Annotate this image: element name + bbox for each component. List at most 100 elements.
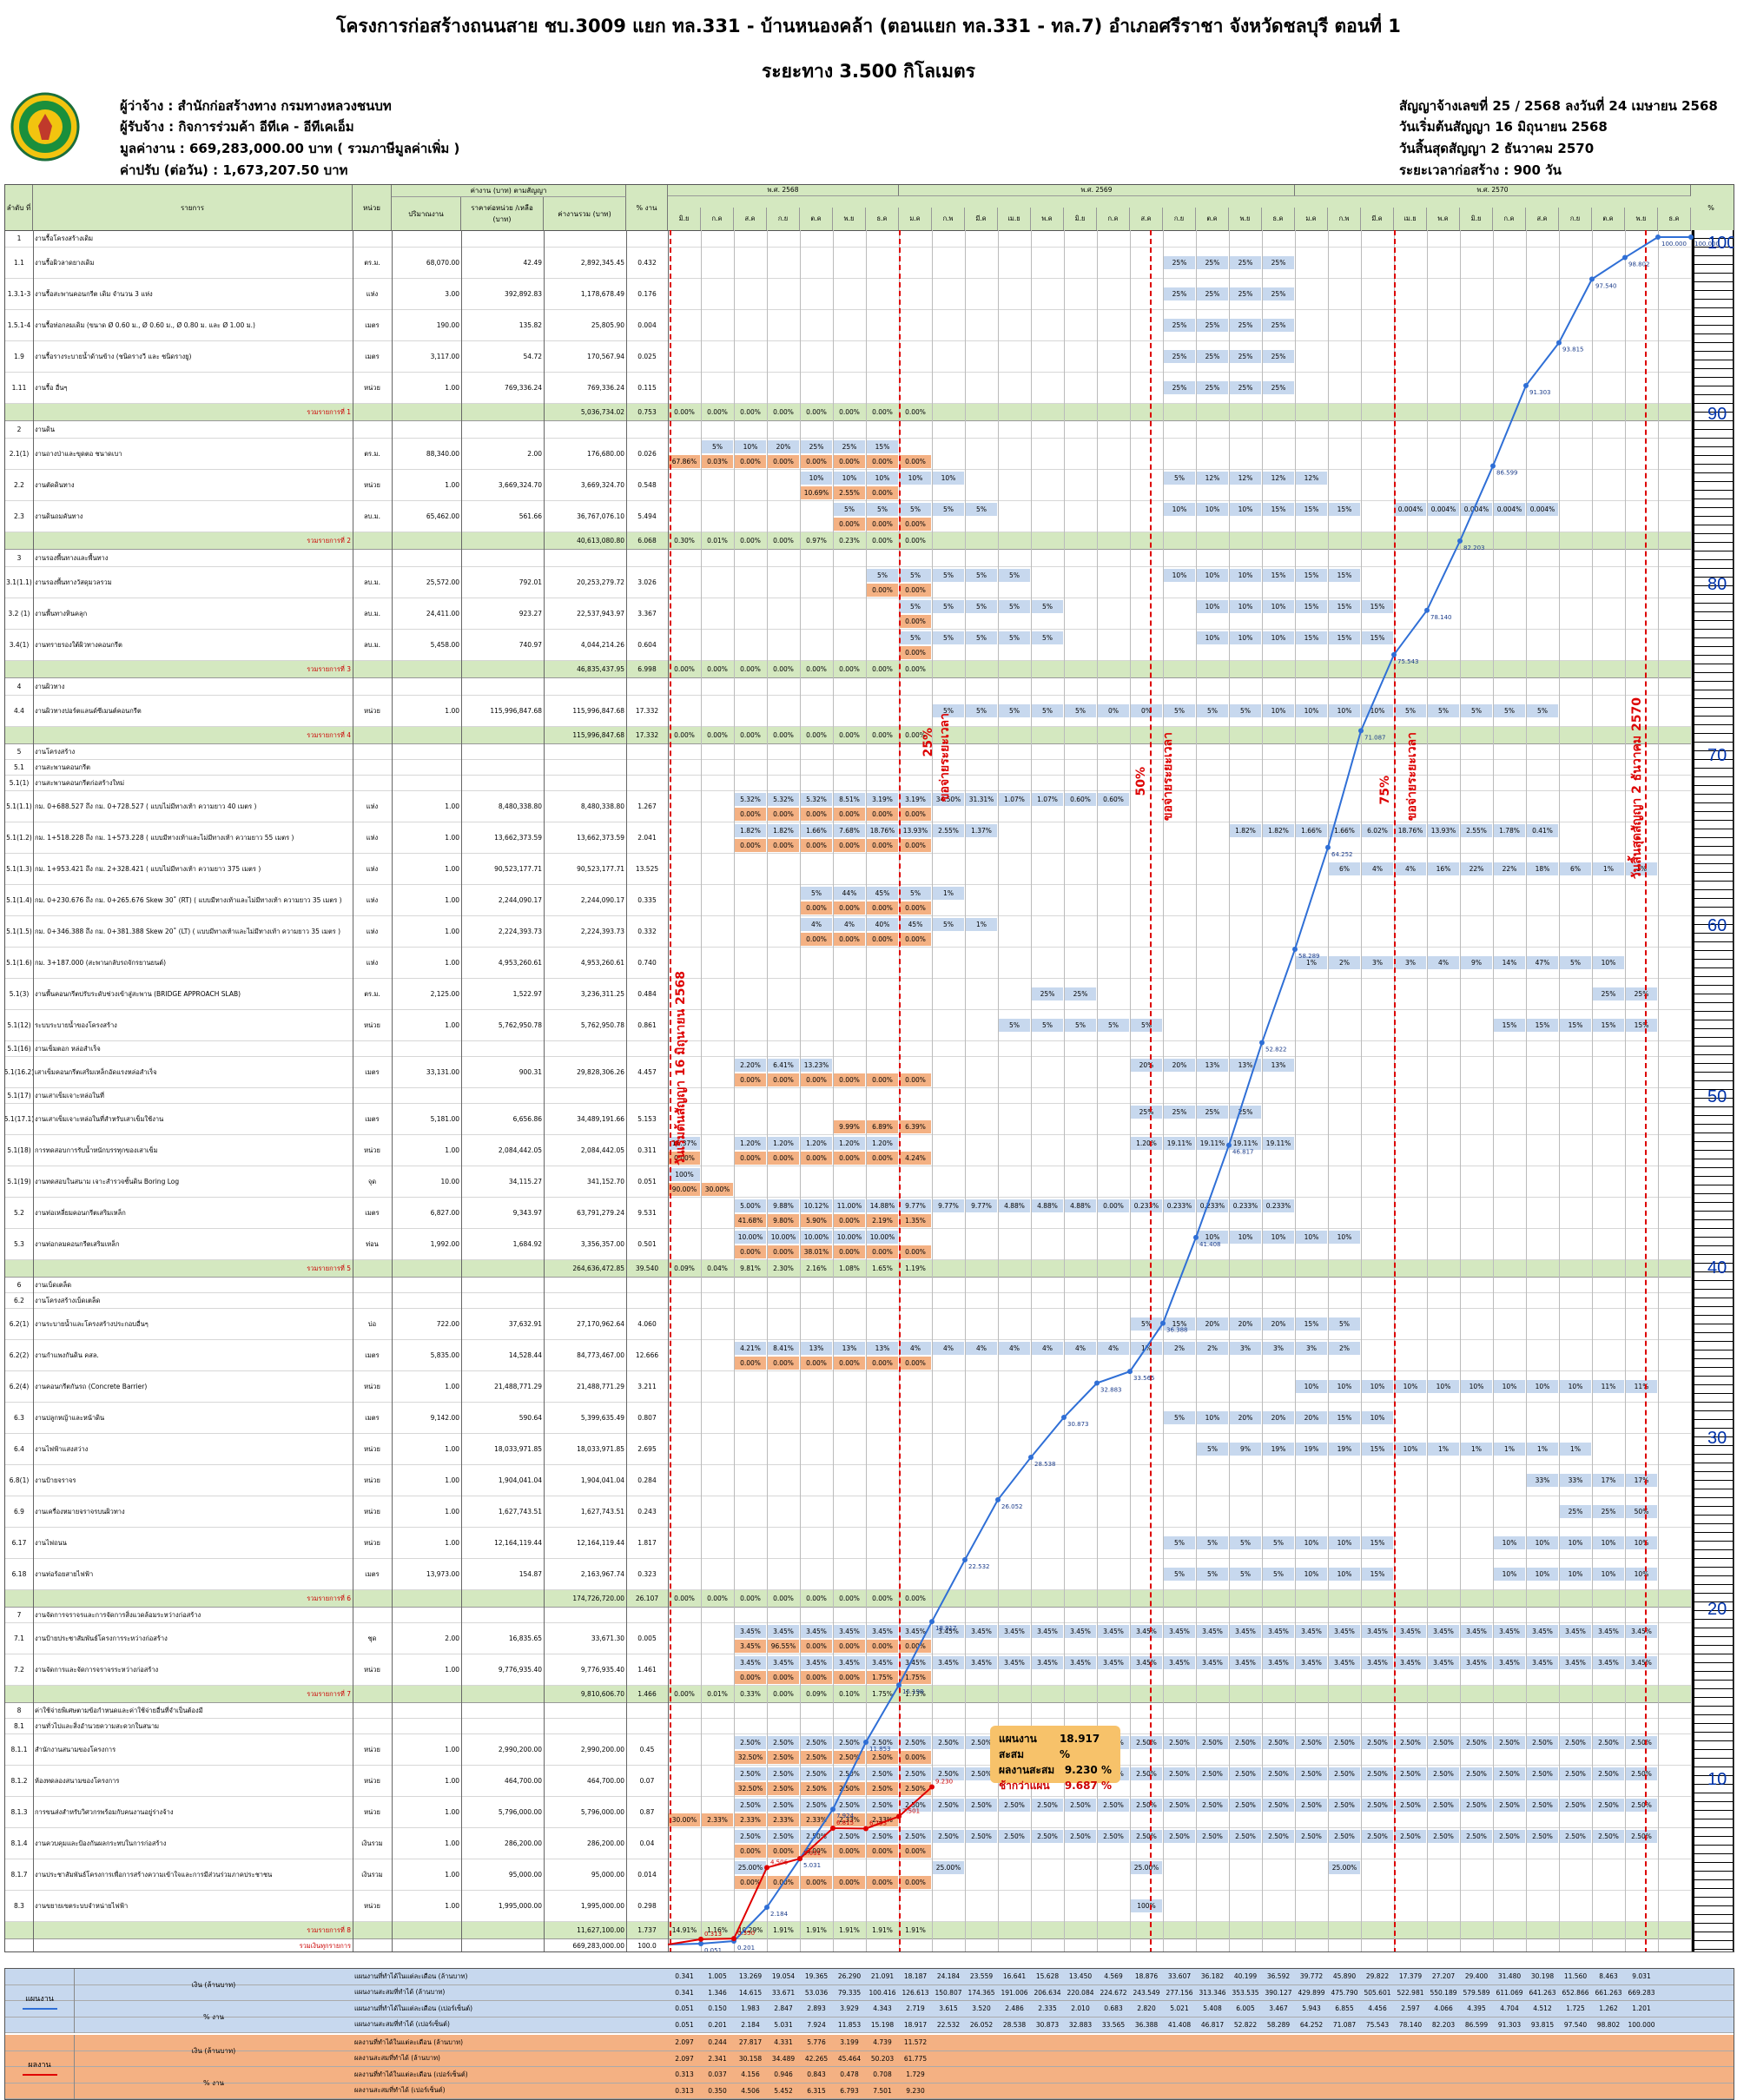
cell-item: รวมรายการที่ 1: [307, 407, 351, 416]
plan-bar: 5%: [1032, 1019, 1063, 1032]
callout-actual-label: ผลงานสะสม: [999, 1764, 1055, 1776]
plan-bar: 0.233%: [1197, 1199, 1228, 1212]
plan-curve-label: 11.853: [869, 1746, 891, 1753]
plan-bar: 2%: [1197, 1342, 1228, 1355]
plan-bar: 2.50%: [1626, 1767, 1657, 1780]
cell-no: 5: [17, 748, 22, 756]
plan-bar: 2.50%: [1527, 1767, 1558, 1780]
cell-pct: 0.332: [637, 928, 657, 935]
cell-pct: 5.494: [637, 512, 657, 520]
cell-qty: 1.00: [445, 928, 459, 935]
table-row: 2.2 งานตัดดินทาง หน่วย 1.00 3,669,324.70 3,66…: [5, 470, 1734, 501]
table-row: 6.8(1) งานป้ายจราจร หน่วย 1.00 1,904,041.04 1…: [5, 1465, 1734, 1496]
cell-qty: 190.00: [436, 321, 459, 329]
actual-bar: 0.00%: [867, 933, 898, 946]
actual-bar: 0.00%: [768, 455, 799, 468]
footer-group-label: % งาน: [202, 2013, 224, 2021]
plan-curve-point: [1424, 607, 1430, 613]
subtotal-month-value: 0.00%: [773, 665, 794, 673]
plan-bar: 15%: [1362, 1536, 1393, 1549]
cell-item: งานระบายน้ำและโครงสร้างประกอบอื่นๆ: [35, 1319, 149, 1328]
subtotal-month-value: 0.09%: [674, 1265, 695, 1272]
cell-amount: 1,627,743.51: [580, 1508, 624, 1516]
actual-bar: 0.00%: [735, 808, 766, 821]
actual-bar: 30.00%: [669, 1813, 700, 1826]
subtotal-month-value: 0.00%: [707, 1595, 728, 1602]
plan-bar: 2.50%: [1494, 1799, 1525, 1812]
plan-bar: 5%: [1065, 1019, 1096, 1032]
plan-bar: 15%: [1626, 1019, 1657, 1032]
plan-bar: 3.45%: [1098, 1625, 1129, 1638]
plan-bar: 2%: [1329, 1342, 1360, 1355]
plan-curve-label: 100.000: [1694, 241, 1720, 248]
plan-bar: 2.50%: [1494, 1767, 1525, 1780]
footer-group-label: % งาน: [202, 2079, 224, 2087]
cell-qty: 2,125.00: [430, 990, 459, 998]
actual-bar: 30.00%: [702, 1183, 733, 1196]
subtotal-month-value: 0.00%: [872, 665, 893, 673]
cell-unit: เมตร: [365, 1350, 380, 1359]
plan-bar: 5%: [1197, 1443, 1228, 1456]
cell-no: 6.2(1): [9, 1320, 30, 1328]
cell-item: งานกำแพงกันดิน คสล.: [35, 1350, 99, 1359]
cell-amount: 13,662,373.59: [577, 834, 624, 842]
plan-bar: 15%: [1329, 631, 1360, 644]
cell-price: 14,528.44: [508, 1351, 542, 1359]
table-row: 2.1(1) งานถางป่าและขุดตอ ชนาดเบา ตร.ม. 88,3…: [5, 439, 1734, 470]
plan-bar: 3.45%: [1065, 1656, 1096, 1669]
subtotal-month-value: 0.00%: [839, 408, 860, 416]
plan-bar: 33%: [1527, 1474, 1558, 1487]
footer-value: 27.817: [738, 2038, 763, 2047]
plan-bar: 5%: [1263, 1536, 1294, 1549]
plan-bar: 3.45%: [900, 1656, 931, 1669]
footer-group-label: เงิน (ล้านบาท): [191, 1981, 236, 1989]
cell-pct: 9.531: [637, 1209, 657, 1217]
plan-bar: 3.45%: [1428, 1656, 1459, 1669]
footer-value: 0.683: [1104, 2004, 1123, 2013]
cell-qty: 1.00: [445, 802, 459, 810]
cell-price: 740.97: [518, 641, 542, 649]
plan-curve-label: 22.532: [968, 1563, 990, 1570]
actual-bar: 0.00%: [867, 1073, 898, 1086]
plan-bar: 3.45%: [1362, 1625, 1393, 1638]
footer-value: 277.156: [1166, 1988, 1193, 1997]
header-month: ธ.ค: [1658, 208, 1691, 230]
plan-bar: 5%: [966, 704, 997, 717]
footer-value: 30.873: [1035, 2020, 1060, 2029]
cell-item: งานเสาเข็มเจาะหล่อในที่สำหรับเสาเข็มใช้ง…: [35, 1114, 164, 1123]
cell-unit: หน่วย: [364, 1444, 380, 1453]
plan-bar: 2.50%: [867, 1767, 898, 1780]
cell-item: รวมรายการที่ 5: [307, 1264, 351, 1272]
plan-bar: 2.50%: [1131, 1767, 1162, 1780]
header-month: ม.ค: [1295, 208, 1328, 230]
plan-bar: 2.50%: [867, 1799, 898, 1812]
table-row: 1.1 งานรื้อผิวลาดยางเดิม ตร.ม. 68,070.00 42.…: [5, 248, 1734, 279]
plan-bar: 9.77%: [933, 1199, 964, 1212]
cell-qty: 25,572.00: [426, 578, 459, 586]
cell-no: 3.4(1): [9, 641, 30, 649]
cell-item: งานทดสอบในสนาม เจาะสำรวจชั้นดิน Boring L…: [35, 1177, 180, 1185]
plan-bar: 25%: [1164, 256, 1195, 269]
plan-bar: 1.82%: [1230, 824, 1261, 837]
cell-pct: 3.367: [637, 610, 657, 617]
actual-bar: 0.00%: [669, 1152, 700, 1165]
footer-value: 522.981: [1397, 1988, 1424, 1997]
footer-value: 6.855: [1335, 2004, 1354, 2013]
header-pct-right: %: [1707, 203, 1714, 212]
subtotal-row: รวมรายการที่ 5 264,636,472.85 39.540 0.09% 0…: [5, 1260, 1734, 1278]
plan-bar: 2.50%: [834, 1830, 865, 1843]
cell-price: 769,336.24: [505, 384, 542, 392]
cell-qty: 3.00: [445, 290, 459, 298]
plan-curve-label: 100.000: [1661, 241, 1687, 248]
actual-bar: 32.50%: [735, 1782, 766, 1795]
cell-pct: 17.332: [635, 731, 659, 739]
footer-value: 18.876: [1134, 1972, 1159, 1981]
cell-item: งานสะพานคอนกรีต: [35, 763, 90, 771]
cell-pct: 1.466: [637, 1690, 657, 1698]
cell-item: งานป้ายจราจร: [35, 1476, 76, 1484]
footer-value: 86.599: [1464, 2020, 1489, 2029]
cell-no: 5.1(3): [9, 990, 30, 998]
cell-qty: 1.00: [445, 1021, 459, 1029]
plan-bar: 5%: [999, 1019, 1030, 1032]
subtotal-month-value: 0.00%: [740, 665, 761, 673]
